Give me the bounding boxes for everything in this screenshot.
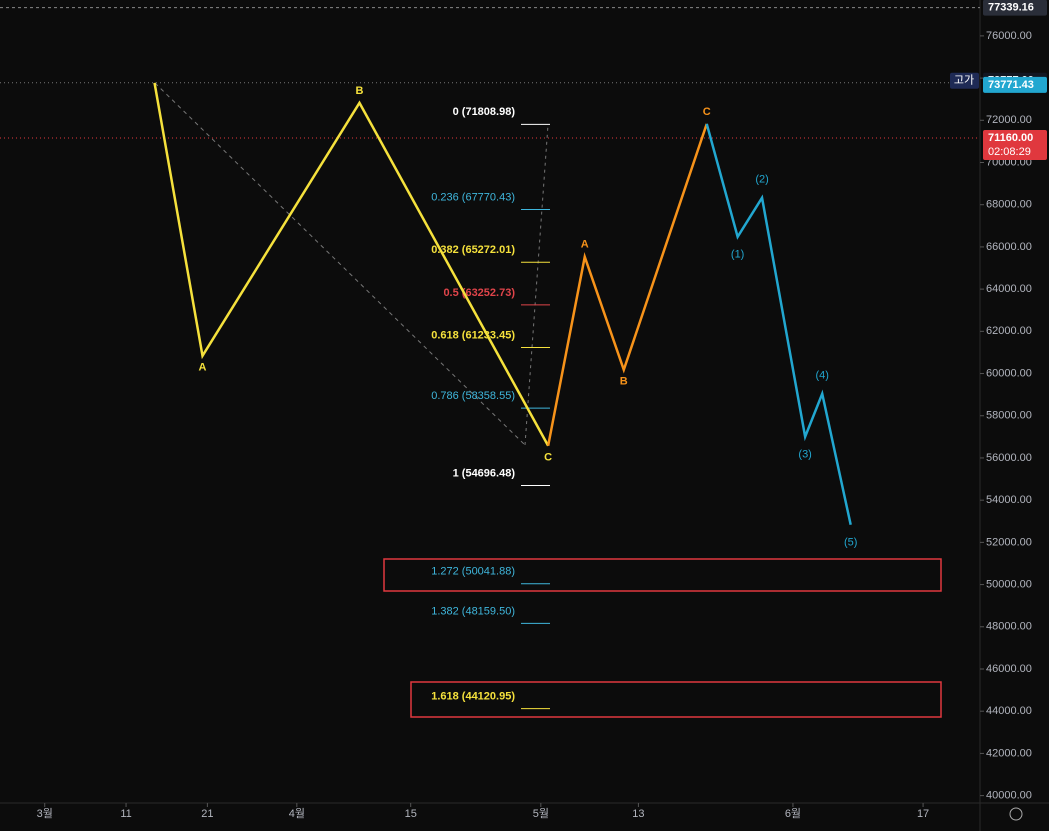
y-tick-label: 60000.00 xyxy=(986,367,1032,379)
x-tick-label: 5월 xyxy=(533,807,549,820)
x-tick-label: 11 xyxy=(120,808,131,820)
y-tick-label: 62000.00 xyxy=(986,325,1032,337)
y-tick-label: 50000.00 xyxy=(986,578,1032,590)
wave-label: A xyxy=(199,362,207,374)
y-tick-label: 42000.00 xyxy=(986,747,1032,759)
y-tick-label: 52000.00 xyxy=(986,536,1032,548)
y-tick-label: 40000.00 xyxy=(986,790,1032,802)
y-tick-label: 58000.00 xyxy=(986,410,1032,422)
x-tick-label: 15 xyxy=(405,808,417,820)
fib-label: 0.236 (67770.43) xyxy=(431,191,515,203)
wave-label: B xyxy=(620,376,628,388)
target-box xyxy=(410,681,942,718)
wave-line xyxy=(705,123,852,525)
target-box xyxy=(383,558,942,592)
fib-label: 0.382 (65272.01) xyxy=(431,244,515,256)
wave-label: (3) xyxy=(798,449,811,461)
y-tick-label: 66000.00 xyxy=(986,241,1032,253)
fib-label: 1 (54696.48) xyxy=(453,467,516,479)
wave-label: (2) xyxy=(755,174,768,186)
wave-label: (4) xyxy=(815,370,828,382)
high-tag-bg xyxy=(950,72,979,89)
wave-label: A xyxy=(581,239,589,251)
countdown: 02:08:29 xyxy=(988,146,1031,158)
fib-label: 1.272 (50041.88) xyxy=(431,566,515,578)
y-tick-label: 76000.00 xyxy=(986,30,1032,42)
y-tick-label: 56000.00 xyxy=(986,452,1032,464)
y-tick-label: 44000.00 xyxy=(986,705,1032,717)
fib-label: 0.786 (58358.55) xyxy=(431,390,515,402)
bid-price: 73771.43 xyxy=(988,79,1034,91)
y-tick-label: 46000.00 xyxy=(986,663,1032,675)
wave-label: C xyxy=(544,452,552,464)
x-tick-label: 17 xyxy=(917,808,929,820)
fib-label: 0.5 (63252.73) xyxy=(443,287,515,299)
wave-line xyxy=(546,123,708,446)
y-tick-label: 54000.00 xyxy=(986,494,1032,506)
x-tick-label: 21 xyxy=(201,808,213,820)
y-tick-label: 64000.00 xyxy=(986,283,1032,295)
fib-label: 0.618 (61233.45) xyxy=(431,329,515,341)
y-tick-label: 68000.00 xyxy=(986,199,1032,211)
top-price-bg xyxy=(983,0,1047,16)
fib-label: 0 (71808.98) xyxy=(453,106,516,118)
wave-label: (5) xyxy=(844,537,857,549)
y-tick-label: 72000.00 xyxy=(986,114,1032,126)
last-price: 71160.00 xyxy=(988,132,1033,144)
bid-price-bg xyxy=(983,76,1047,93)
wave-line xyxy=(153,82,550,447)
top-price: 77339.16 xyxy=(988,2,1034,14)
fib-label: 1.382 (48159.50) xyxy=(431,605,515,617)
wave-label: C xyxy=(703,106,711,118)
settings-icon[interactable] xyxy=(1009,807,1023,821)
x-tick-label: 13 xyxy=(632,808,644,820)
wave-label: (1) xyxy=(731,249,744,261)
trend-line xyxy=(154,82,526,446)
wave-label: B xyxy=(355,85,363,97)
high-tag: 고가 xyxy=(954,74,974,87)
last-price-bg xyxy=(983,130,1047,161)
x-tick-label: 3월 xyxy=(37,807,53,820)
fib-trend xyxy=(524,124,549,446)
fib-label: 1.618 (44120.95) xyxy=(431,691,515,703)
y-tick-label: 48000.00 xyxy=(986,621,1032,633)
x-tick-label: 6월 xyxy=(785,807,801,820)
x-tick-label: 4월 xyxy=(289,807,305,820)
